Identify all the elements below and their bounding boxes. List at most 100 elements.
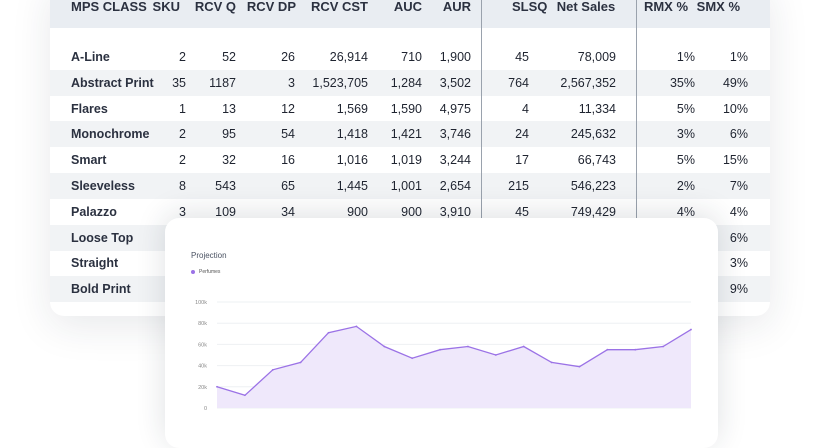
- table-cell: 5%: [676, 153, 695, 168]
- table-cell: 1,569: [336, 101, 368, 116]
- column-header[interactable]: AUR: [442, 0, 471, 14]
- table-row[interactable]: Straight 3%: [50, 250, 770, 276]
- row-label: Palazzo: [71, 204, 117, 219]
- table-cell: 1,019: [390, 153, 422, 168]
- table-cell: 34: [281, 204, 295, 219]
- data-point[interactable]: [243, 394, 246, 397]
- table-row[interactable]: Sleeveless 8 543 65 1,445 1,001 2,654 215 546,22…: [50, 173, 770, 199]
- table-cell: 1,590: [390, 101, 422, 116]
- table-cell: 52: [222, 50, 236, 64]
- table-cell: 3,502: [439, 75, 471, 90]
- data-point[interactable]: [327, 331, 330, 334]
- y-tick-label: 40k: [198, 364, 207, 370]
- table-cell: 54: [281, 127, 295, 142]
- table-cell: 3%: [729, 256, 748, 271]
- table-cell: 3%: [676, 127, 695, 142]
- data-point[interactable]: [578, 365, 581, 368]
- table-cell: 78,009: [577, 50, 616, 64]
- data-point[interactable]: [439, 348, 441, 351]
- table-cell: 26,914: [329, 50, 368, 64]
- table-header: MPS CLASS SKU RCV Q RCV DP RCV CST AUC AUR SLSQ…: [50, 0, 770, 28]
- table-cell: 5%: [676, 101, 695, 116]
- series-area: [217, 326, 691, 408]
- column-header[interactable]: AUC: [393, 0, 422, 14]
- column-header[interactable]: Net Sales: [556, 0, 616, 14]
- data-point[interactable]: [411, 357, 414, 360]
- table-cell: 1187: [209, 75, 236, 90]
- column-header[interactable]: SLSQ: [512, 0, 548, 14]
- data-point[interactable]: [355, 325, 358, 328]
- projection-chart: 0 20k 40k 60k 80k 100k: [195, 300, 692, 412]
- column-header[interactable]: RCV DP: [246, 0, 296, 14]
- table-cell: 1,900: [439, 50, 471, 64]
- legend-label: Perfumes: [199, 269, 221, 275]
- data-point[interactable]: [606, 348, 609, 351]
- row-label: Straight: [71, 256, 119, 271]
- table-row[interactable]: A-Line 2 52 26 26,914 710 1,900 45 78,009 1% 1%: [50, 44, 770, 70]
- table-row[interactable]: Abstract Print 35 1187 3 1,523,705 1,284 3,502…: [50, 69, 770, 96]
- table-cell: 95: [222, 127, 236, 142]
- table-cell: 45: [515, 50, 529, 64]
- table-cell: 16: [281, 153, 295, 168]
- table-cell: 3: [179, 204, 186, 219]
- table-row[interactable]: Flares 1 13 12 1,569 1,590 4,975 4 11,334 5% 10%: [50, 96, 770, 122]
- row-label: A-Line: [71, 50, 110, 64]
- table-cell: 4%: [676, 204, 695, 219]
- data-point[interactable]: [467, 345, 469, 348]
- table-cell: 2,654: [439, 179, 471, 193]
- data-point[interactable]: [634, 348, 637, 351]
- data-point[interactable]: [299, 361, 302, 364]
- table-cell: 13: [222, 101, 236, 116]
- table-cell: 900: [347, 204, 368, 219]
- table-cell: 1,001: [390, 179, 422, 193]
- table-cell: 32: [222, 153, 236, 168]
- table-cell: 546,223: [570, 179, 616, 193]
- table-cell: 245,632: [570, 127, 616, 142]
- table-cell: 2: [179, 153, 186, 168]
- table-cell: 900: [401, 204, 422, 219]
- series-line: [216, 325, 692, 397]
- data-point[interactable]: [690, 328, 692, 331]
- table-cell: 49%: [722, 75, 748, 90]
- column-header[interactable]: RMX %: [643, 0, 688, 14]
- projection-chart-card: Projection Perfumes 0 20k 40k 60k 80k 100k: [165, 218, 718, 448]
- data-point[interactable]: [550, 361, 553, 364]
- column-header[interactable]: MPS CLASS: [71, 0, 147, 14]
- table-cell: 1,445: [336, 179, 368, 193]
- table-cell: 6%: [729, 230, 748, 245]
- row-label: Sleeveless: [71, 179, 135, 193]
- table-cell: 3,244: [439, 153, 471, 168]
- chart-legend: Perfumes: [191, 269, 220, 275]
- data-point[interactable]: [494, 354, 497, 356]
- legend-dot-icon: [191, 270, 195, 274]
- data-point[interactable]: [383, 345, 386, 348]
- data-point[interactable]: [522, 345, 525, 348]
- table-cell: 215: [508, 179, 529, 193]
- table-cell: 66,743: [577, 153, 616, 168]
- row-label: Bold Print: [71, 282, 131, 297]
- table-cell: 749,429: [570, 204, 616, 219]
- table-row[interactable]: Palazzo 3 109 34 900 900 3,910 45 749,429 4% 4%: [50, 199, 770, 225]
- table-cell: 35: [172, 75, 186, 90]
- data-point[interactable]: [662, 345, 665, 348]
- column-header[interactable]: SMX %: [696, 0, 740, 14]
- column-header[interactable]: RCV Q: [194, 0, 236, 14]
- table-row[interactable]: Monochrome 2 95 54 1,418 1,421 3,746 24 245,632 3…: [50, 121, 770, 148]
- column-header[interactable]: SKU: [152, 0, 180, 14]
- table-cell: 1,523,705: [312, 75, 368, 90]
- table-cell: 6%: [729, 127, 748, 142]
- table-cell: 1%: [729, 50, 748, 64]
- table-cell: 2: [179, 50, 186, 64]
- table-cell: 764: [508, 75, 529, 90]
- table-cell: 1,421: [390, 127, 422, 142]
- data-point[interactable]: [216, 385, 218, 388]
- table-row[interactable]: Smart 2 32 16 1,016 1,019 3,244 17 66,743 5% 15%: [50, 147, 770, 173]
- y-tick-label: 60k: [198, 342, 207, 348]
- column-header[interactable]: RCV CST: [310, 0, 368, 14]
- y-tick-label: 0: [204, 406, 207, 412]
- table-cell: 4%: [729, 204, 748, 219]
- table-cell: 1,016: [336, 153, 368, 168]
- table-cell: 3,910: [439, 204, 471, 219]
- data-point[interactable]: [271, 368, 274, 371]
- row-label: Monochrome: [71, 127, 150, 142]
